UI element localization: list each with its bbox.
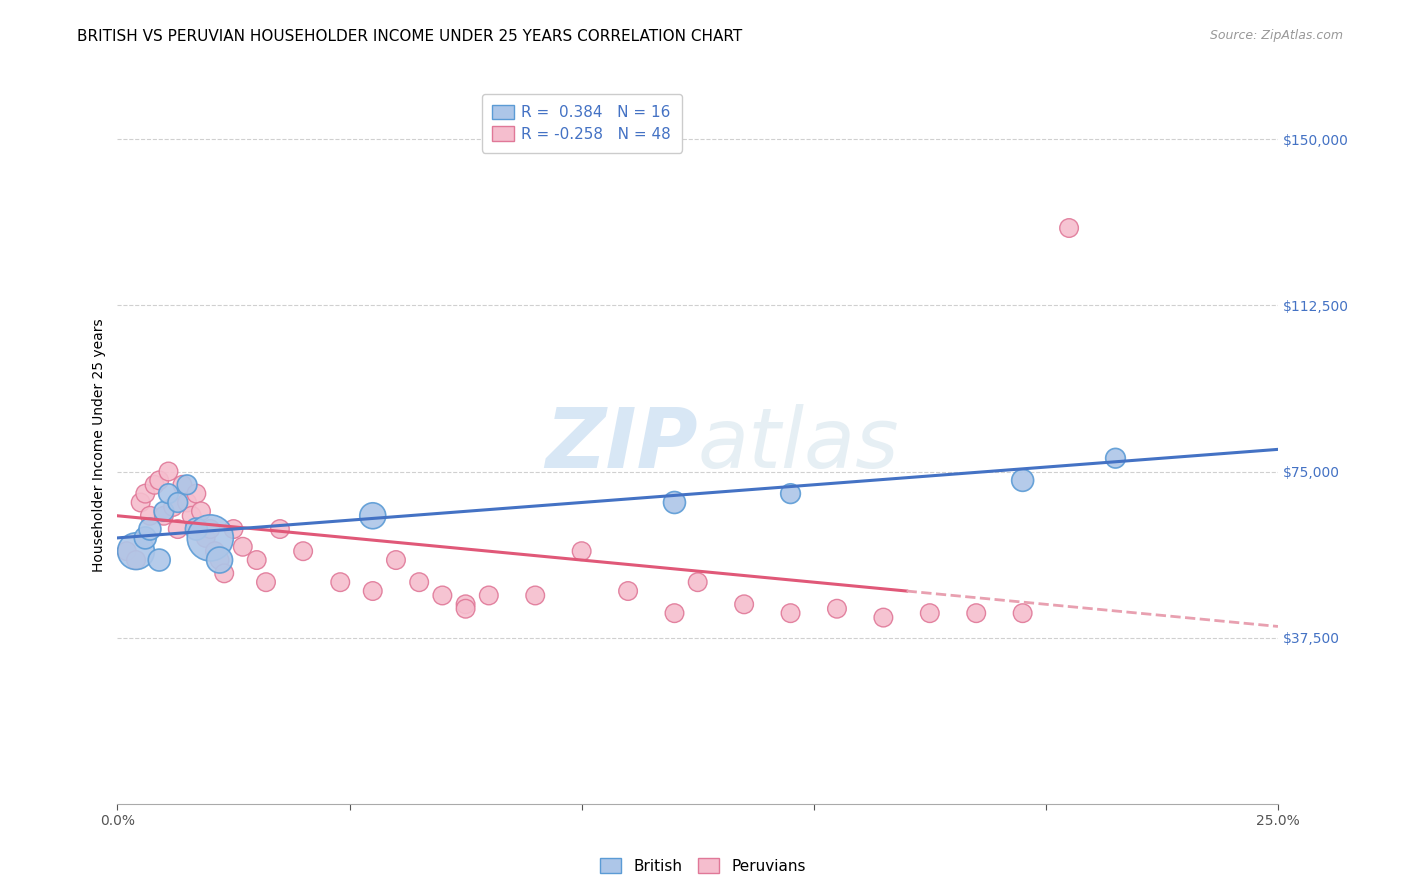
Point <box>733 597 755 611</box>
Point <box>664 495 686 509</box>
Point <box>478 589 501 603</box>
Point <box>779 486 801 500</box>
Point <box>825 601 848 615</box>
Text: Source: ZipAtlas.com: Source: ZipAtlas.com <box>1209 29 1343 42</box>
Point <box>153 508 176 523</box>
Point <box>176 495 198 509</box>
Point <box>176 477 198 491</box>
Point <box>965 606 987 620</box>
Point <box>148 553 170 567</box>
Point <box>125 544 148 558</box>
Point <box>432 589 454 603</box>
Point <box>779 606 801 620</box>
Point <box>617 584 640 599</box>
Point <box>186 522 208 536</box>
Point <box>208 553 231 567</box>
Point <box>204 544 226 558</box>
Point <box>157 465 180 479</box>
Point <box>454 597 477 611</box>
Point <box>166 522 188 536</box>
Point <box>172 477 194 491</box>
Point <box>329 575 352 590</box>
Point <box>166 495 188 509</box>
Point <box>148 474 170 488</box>
Point <box>292 544 315 558</box>
Text: atlas: atlas <box>697 404 900 485</box>
Point <box>200 522 222 536</box>
Point <box>254 575 277 590</box>
Point <box>385 553 408 567</box>
Y-axis label: Householder Income Under 25 years: Householder Income Under 25 years <box>93 318 107 572</box>
Point <box>125 553 148 567</box>
Point <box>408 575 430 590</box>
Point <box>134 486 156 500</box>
Text: BRITISH VS PERUVIAN HOUSEHOLDER INCOME UNDER 25 YEARS CORRELATION CHART: BRITISH VS PERUVIAN HOUSEHOLDER INCOME U… <box>77 29 742 44</box>
Point <box>208 553 231 567</box>
Point <box>1104 451 1126 466</box>
Point <box>232 540 254 554</box>
Point <box>212 566 235 581</box>
Point <box>200 531 222 545</box>
Point <box>190 504 212 518</box>
Point <box>153 504 176 518</box>
Point <box>524 589 547 603</box>
Point <box>222 522 245 536</box>
Point <box>246 553 269 567</box>
Point <box>157 486 180 500</box>
Point <box>454 601 477 615</box>
Legend: R =  0.384   N = 16, R = -0.258   N = 48: R = 0.384 N = 16, R = -0.258 N = 48 <box>482 94 682 153</box>
Point <box>361 508 384 523</box>
Point <box>361 584 384 599</box>
Point <box>194 531 217 545</box>
Point <box>115 544 138 558</box>
Point <box>872 610 894 624</box>
Point <box>1057 221 1080 235</box>
Point <box>129 495 152 509</box>
Point <box>1011 606 1033 620</box>
Text: ZIP: ZIP <box>546 404 697 485</box>
Point <box>139 522 162 536</box>
Point <box>180 508 202 523</box>
Legend: British, Peruvians: British, Peruvians <box>593 852 813 880</box>
Point <box>134 531 156 545</box>
Point <box>269 522 291 536</box>
Point <box>686 575 709 590</box>
Point <box>1011 474 1033 488</box>
Point <box>162 500 184 514</box>
Point <box>139 508 162 523</box>
Point <box>664 606 686 620</box>
Point <box>918 606 941 620</box>
Point <box>571 544 593 558</box>
Point <box>143 477 166 491</box>
Point <box>186 486 208 500</box>
